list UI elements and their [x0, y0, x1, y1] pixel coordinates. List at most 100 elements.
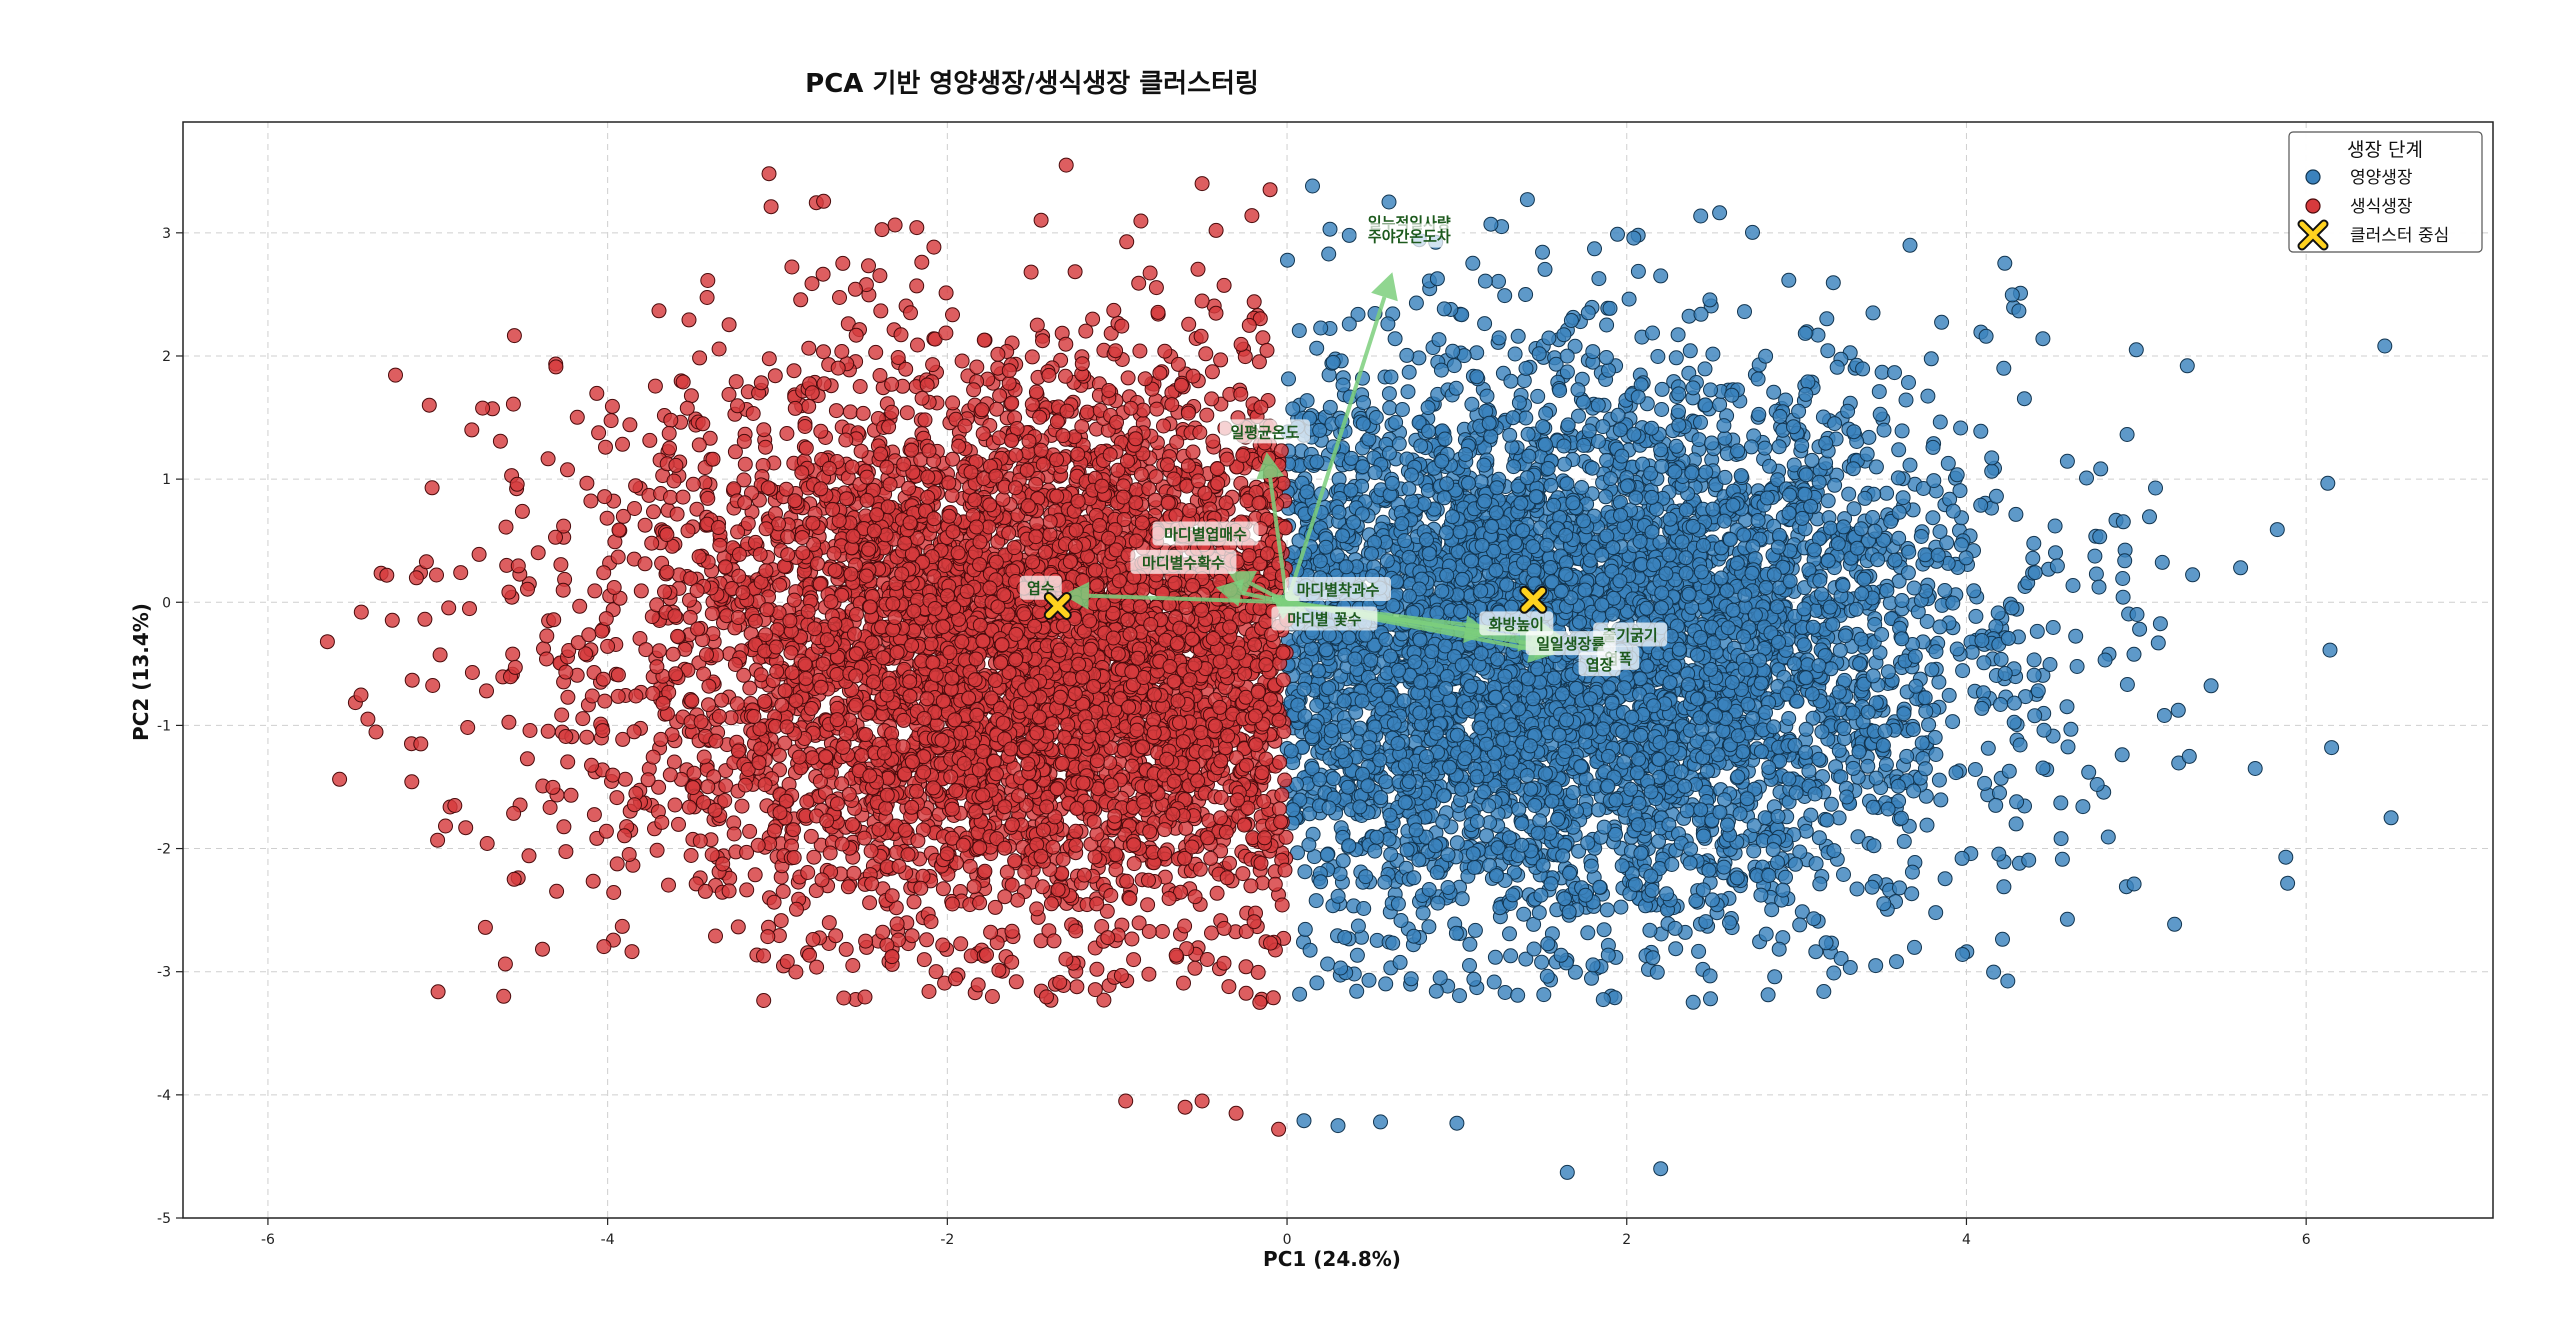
vegetative-point: [2030, 624, 2044, 638]
vegetative-point: [1502, 831, 1516, 845]
vegetative-point: [2046, 621, 2060, 635]
vegetative-point: [1557, 328, 1571, 342]
vegetative-point: [1914, 530, 1928, 544]
vegetative-point: [1873, 407, 1887, 421]
vegetative-point: [1492, 274, 1506, 288]
vegetative-point: [2049, 546, 2063, 560]
vegetative-point: [1592, 803, 1606, 817]
vegetative-point: [1942, 688, 1956, 702]
vegetative-point: [1651, 350, 1665, 364]
vegetative-point: [2013, 738, 2027, 752]
vegetative-point: [2043, 658, 2057, 672]
vegetative-point: [1949, 766, 1963, 780]
vegetative-point: [2028, 709, 2042, 723]
vegetative-point: [1672, 387, 1686, 401]
vegetative-point: [1850, 882, 1864, 896]
vegetative-point: [1969, 609, 1983, 623]
vegetative-point: [1880, 486, 1894, 500]
vegetative-point: [1934, 793, 1948, 807]
vegetative-point: [1718, 431, 1732, 445]
vegetative-point: [2061, 740, 2075, 754]
vegetative-point: [1292, 324, 1306, 338]
vegetative-point: [1812, 475, 1826, 489]
vegetative-point: [1284, 744, 1298, 758]
vegetative-point: [1837, 722, 1851, 736]
vegetative-point: [1477, 785, 1491, 799]
vegetative-point: [2048, 519, 2062, 533]
vegetative-point: [1412, 853, 1426, 867]
vegetative-point: [1892, 505, 1906, 519]
vegetative-point: [2378, 339, 2392, 353]
vegetative-point: [1776, 883, 1790, 897]
vegetative-point: [1819, 456, 1833, 470]
vegetative-point: [1847, 502, 1861, 516]
x-tick-label: 0: [1283, 1232, 1292, 1248]
vegetative-point: [1905, 865, 1919, 879]
vegetative-point: [1768, 970, 1782, 984]
vegetative-point: [1837, 868, 1851, 882]
vegetative-point: [1319, 540, 1333, 554]
vegetative-point: [1421, 401, 1435, 415]
vegetative-point: [1946, 596, 1960, 610]
vegetative-point: [1704, 992, 1718, 1006]
vegetative-point: [1905, 887, 1919, 901]
vegetative-point: [1824, 797, 1838, 811]
vegetative-point: [1975, 634, 1989, 648]
vegetative-point: [2143, 510, 2157, 524]
vegetative-point: [1467, 972, 1481, 986]
vegetative-point: [1643, 923, 1657, 937]
vegetative-point: [1717, 860, 1731, 874]
vegetative-point: [1802, 764, 1816, 778]
vegetative-point: [1761, 988, 1775, 1002]
vegetative-point: [1597, 923, 1611, 937]
vegetative-point: [1896, 491, 1910, 505]
vegetative-point: [1811, 328, 1825, 342]
vegetative-point: [1782, 506, 1796, 520]
vegetative-point: [1605, 696, 1619, 710]
vegetative-point: [1877, 423, 1891, 437]
vegetative-point: [1872, 385, 1886, 399]
vegetative-point: [1342, 631, 1356, 645]
vegetative-point: [1826, 276, 1840, 290]
vegetative-point: [1694, 209, 1708, 223]
vegetative-point: [1526, 540, 1540, 554]
vegetative-point: [1699, 915, 1713, 929]
vegetative-point: [1631, 818, 1645, 832]
vegetative-point: [1662, 548, 1676, 562]
vegetative-point: [1974, 424, 1988, 438]
vegetative-point: [1920, 818, 1934, 832]
vegetative-point: [1854, 632, 1868, 646]
vegetative-point: [1771, 810, 1785, 824]
vegetative-point: [1431, 704, 1445, 718]
vegetative-point: [1293, 987, 1307, 1001]
vegetative-point: [1899, 393, 1913, 407]
vegetative-point: [2037, 723, 2051, 737]
vegetative-point: [1987, 965, 2001, 979]
vegetative-point: [2118, 554, 2132, 568]
vegetative-point: [1615, 859, 1629, 873]
vegetative-point: [1730, 871, 1744, 885]
vegetative-point: [1703, 293, 1717, 307]
vegetative-point: [1389, 415, 1403, 429]
vegetative-point: [1298, 865, 1312, 879]
vegetative-point: [1412, 351, 1426, 365]
vegetative-point: [1599, 490, 1613, 504]
vegetative-point: [1694, 415, 1708, 429]
vegetative-point: [1846, 706, 1860, 720]
vegetative-point: [1342, 317, 1356, 331]
vegetative-point: [2010, 795, 2024, 809]
vegetative-point: [1714, 571, 1728, 585]
vegetative-point: [1474, 647, 1488, 661]
vegetative-point: [2007, 715, 2021, 729]
vegetative-point: [1407, 929, 1421, 943]
vegetative-point: [1446, 344, 1460, 358]
vegetative-point: [1854, 522, 1868, 536]
vegetative-point: [2120, 678, 2134, 692]
vegetative-point: [2076, 800, 2090, 814]
vegetative-point: [1713, 398, 1727, 412]
vegetative-point: [1765, 903, 1779, 917]
vegetative-point: [1512, 396, 1526, 410]
vegetative-point: [1997, 880, 2011, 894]
vegetative-point: [1344, 451, 1358, 465]
vegetative-point: [1381, 317, 1395, 331]
